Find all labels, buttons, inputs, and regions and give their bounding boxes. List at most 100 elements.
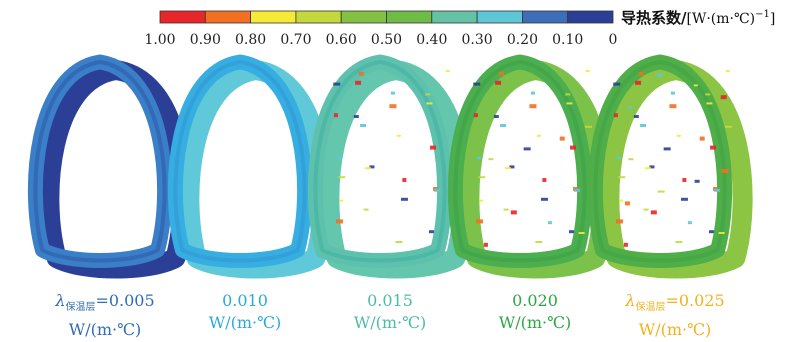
temperature-patch: [623, 242, 628, 247]
legend-swatch: [204, 10, 252, 24]
temperature-patch: [338, 176, 346, 179]
temperature-patch: [523, 147, 531, 151]
caption-value: 0.015: [367, 291, 413, 310]
temperature-patch: [566, 102, 573, 105]
temperature-patch: [389, 104, 397, 109]
temperature-patch: [390, 91, 395, 95]
legend-swatch: [340, 10, 387, 24]
temperature-patch: [613, 113, 618, 118]
temperature-patch: [725, 70, 730, 72]
temperature-patch: [585, 125, 593, 128]
temperature-patch: [650, 210, 657, 215]
temperature-patch: [628, 158, 634, 161]
caption-unit: W/(m·℃): [498, 313, 572, 332]
temperature-patch: [675, 241, 683, 243]
legend-swatch: [295, 10, 342, 24]
tunnel-ring-4: [447, 54, 613, 279]
temperature-patch: [540, 197, 548, 201]
tunnel-ring-1: [27, 54, 193, 279]
temperature-patch: [430, 145, 437, 150]
temperature-patch: [649, 165, 655, 169]
legend-swatch: [522, 10, 569, 24]
temperature-patch: [624, 201, 630, 206]
temperature-patch: [426, 102, 433, 105]
temperature-patch: [364, 167, 371, 170]
temperature-patch: [657, 190, 665, 193]
caption-value: 0.010: [222, 291, 268, 310]
temperature-patch: [476, 219, 484, 224]
temperature-patch: [613, 82, 621, 86]
temperature-patch: [714, 188, 721, 192]
ring-edge: [33, 59, 167, 263]
legend-swatch: [476, 10, 523, 24]
legend-tick-label: 0.80: [235, 32, 266, 48]
temperature-patch: [336, 156, 341, 160]
temperature-patch: [565, 93, 571, 96]
temperature-patch: [635, 80, 642, 85]
caption-panel-1: λ保温层=0.005 W/(m·℃): [30, 290, 180, 341]
tunnel-ring-2: [167, 54, 333, 279]
caption-unit: W/(m·℃): [638, 320, 712, 339]
caption-value: λ保温层=0.025: [625, 291, 725, 313]
temperature-patch: [493, 115, 499, 118]
temperature-patch: [363, 208, 369, 211]
temperature-patch: [676, 134, 681, 137]
temperature-patch: [504, 167, 511, 170]
temperature-patch: [706, 102, 713, 105]
temperature-patch: [559, 136, 565, 141]
caption-unit: W/(m·℃): [208, 313, 282, 332]
temperature-patch: [369, 165, 375, 169]
legend-swatch: [250, 10, 297, 24]
ring-edge: [313, 59, 447, 263]
temperature-patch: [633, 115, 639, 118]
temperature-patch: [618, 176, 626, 179]
temperature-patch: [680, 197, 688, 201]
caption-panel-2: 0.010 W/(m·℃): [170, 290, 320, 334]
tunnel-ring-3: [307, 54, 473, 279]
temperature-patch: [669, 104, 677, 109]
temperature-patch: [568, 230, 574, 234]
caption-unit: W/(m·℃): [68, 320, 142, 339]
temperature-patch: [402, 178, 407, 182]
temperature-patch: [473, 82, 481, 86]
ring-edge: [173, 59, 307, 263]
temperature-patch: [574, 188, 581, 192]
temperature-patch: [425, 93, 431, 96]
legend-tick-label: 0.60: [326, 32, 357, 48]
temperature-patch: [353, 115, 359, 118]
legend-tick-label: 0.50: [371, 32, 402, 48]
temperature-patch: [360, 124, 367, 127]
legend-tick-label: 0.40: [416, 32, 447, 48]
temperature-patch: [535, 241, 543, 243]
temperature-patch: [547, 221, 552, 225]
ring-edge: [593, 59, 727, 263]
color-legend: 1.00 0.90 0.80 0.70 0.60 0.50 0.40 0.30 0.20 0.10…: [144, 9, 775, 48]
ring-side-face: [319, 60, 473, 279]
temperature-patch: [483, 242, 488, 247]
temperature-patch: [476, 156, 481, 160]
ring-edge: [453, 59, 587, 263]
legend-swatch: [567, 10, 614, 24]
temperature-patch: [510, 210, 517, 215]
ring-side-face: [39, 60, 193, 279]
temperature-patch: [705, 93, 711, 96]
temperature-patch: [428, 230, 434, 234]
legend-title: 导热系数/[W·(m·℃)−1]: [621, 9, 775, 27]
temperature-patch: [656, 73, 663, 77]
temperature-patch: [578, 232, 585, 234]
temperature-patch: [396, 134, 401, 137]
temperature-patch: [500, 124, 507, 127]
temperature-patch: [718, 232, 725, 234]
temperature-patch: [708, 230, 714, 234]
legend-tick-label: 0: [609, 32, 618, 48]
caption-panel-4: 0.020 W/(m·℃): [460, 290, 610, 334]
temperature-patch: [643, 208, 649, 211]
legend-tick-label: 0.20: [507, 32, 538, 48]
legend-tick-label: 0.10: [552, 32, 583, 48]
temperature-patch: [542, 178, 547, 182]
caption-unit: W/(m·℃): [353, 313, 427, 332]
temperature-patch: [570, 145, 577, 150]
temperature-patch: [721, 169, 729, 173]
tunnel-rings: [27, 54, 753, 279]
temperature-patch: [333, 82, 341, 86]
